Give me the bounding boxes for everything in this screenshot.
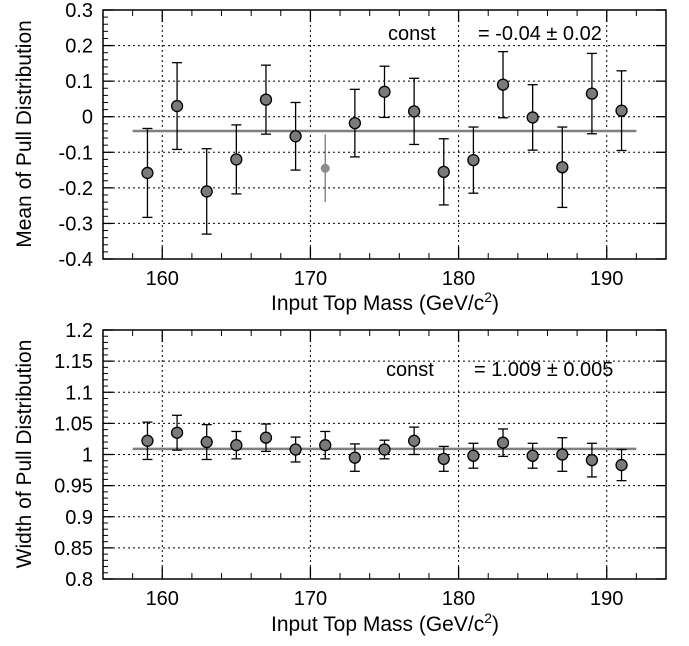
mean-x-axis-title-sup: 2 — [484, 289, 492, 305]
mean-xtick-label: 180 — [442, 268, 475, 290]
width-xtick-label: 160 — [146, 588, 179, 610]
width-data-point — [259, 431, 273, 444]
mean-data-point — [289, 130, 302, 143]
width-x-axis-title: Input Top Mass (GeV/c2) — [271, 610, 499, 636]
width-xtick-label: 180 — [442, 588, 475, 610]
width-x-axis-title-main: Input Top Mass (GeV/c — [271, 613, 484, 636]
mean-data-point — [230, 153, 243, 166]
mean-data-point — [200, 185, 213, 198]
width-data-point — [407, 434, 421, 447]
mean-x-axis-title-end: ) — [492, 292, 499, 315]
width-data-point — [556, 448, 569, 461]
mean-ytick-label: 0.3 — [65, 0, 93, 22]
width-data-point — [585, 453, 599, 467]
mean-data-point-highlight — [320, 163, 330, 173]
mean-ticks: 0.3 0.2 0.1 0 -0.1 -0.2 -0.3 -0.4 160 170 180 190 — [59, 0, 667, 290]
width-ytick-label: 1.15 — [54, 351, 93, 373]
width-fit-label: const — [386, 359, 434, 381]
width-xtick-label: 190 — [590, 588, 623, 610]
width-ytick-label: 1.05 — [54, 413, 93, 435]
mean-data-point — [496, 78, 510, 91]
width-data-point — [319, 439, 332, 452]
mean-fit-label: const — [388, 23, 436, 45]
width-xtick-label: 170 — [294, 588, 327, 610]
mean-data-point — [585, 87, 599, 100]
mean-data-point — [141, 166, 154, 180]
mean-fit-value: = -0.04 ± 0.02 — [478, 23, 602, 45]
width-ytick-label: 0.9 — [65, 507, 93, 529]
width-data-point — [526, 449, 539, 462]
mean-x-axis-title: Input Top Mass (GeV/c2) — [271, 289, 499, 315]
mean-data-point — [467, 153, 480, 167]
width-ytick-label: 0.85 — [54, 538, 93, 560]
mean-data-point — [170, 99, 184, 113]
width-data-point — [615, 458, 628, 472]
mean-ytick-label: -0.2 — [59, 178, 93, 200]
mean-ytick-label: 0.1 — [65, 71, 93, 93]
width-data-point — [230, 439, 243, 452]
width-data-point — [437, 452, 450, 466]
mean-ytick-label: 0.2 — [65, 36, 93, 58]
width-data-point — [378, 443, 391, 456]
width-points — [132, 414, 637, 482]
width-data-point — [467, 449, 480, 462]
width-data-point — [170, 426, 184, 439]
mean-data-point — [378, 85, 391, 98]
mean-data-point — [556, 161, 569, 174]
width-ytick-label: 0.8 — [65, 569, 93, 591]
mean-ytick-label: 0 — [82, 107, 93, 129]
mean-ytick-label: -0.1 — [59, 142, 93, 164]
width-data-point — [200, 435, 213, 449]
panel-mean: 0.3 0.2 0.1 0 -0.1 -0.2 -0.3 -0.4 160 170 180 190 c… — [13, 0, 667, 315]
mean-xtick-label: 160 — [146, 268, 179, 290]
width-ytick-label: 1.2 — [65, 320, 93, 342]
width-fit-value: = 1.009 ± 0.005 — [474, 359, 613, 381]
width-ytick-label: 1 — [82, 445, 93, 467]
mean-data-point — [437, 165, 450, 179]
mean-data-point — [615, 104, 628, 117]
width-data-point — [141, 434, 154, 447]
width-x-axis-title-end: ) — [492, 613, 499, 636]
mean-points — [132, 50, 637, 235]
width-data-point — [348, 451, 362, 464]
mean-ytick-label: -0.3 — [59, 213, 93, 235]
mean-xtick-label: 190 — [590, 268, 623, 290]
width-x-axis-title-sup: 2 — [484, 610, 492, 626]
width-data-point — [289, 443, 302, 456]
width-y-axis-title: Width of Pull Distribution — [13, 340, 36, 569]
width-ytick-label: 0.95 — [54, 476, 93, 498]
mean-ytick-label: -0.4 — [59, 249, 93, 271]
panel-width: 1.2 1.15 1.1 1.05 1 0.95 0.9 0.85 0.8 160 170 180 19… — [13, 320, 667, 636]
mean-data-point — [407, 105, 421, 118]
mean-xtick-label: 170 — [294, 268, 327, 290]
mean-y-axis-title: Mean of Pull Distribution — [13, 20, 36, 248]
mean-plot-frame — [102, 9, 667, 260]
mean-data-point — [259, 93, 273, 106]
width-ticks: 1.2 1.15 1.1 1.05 1 0.95 0.9 0.85 0.8 160 170 180 19… — [54, 320, 667, 610]
mean-data-point — [526, 111, 539, 124]
mean-data-point — [348, 116, 362, 130]
width-data-point — [496, 436, 510, 449]
mean-x-axis-title-main: Input Top Mass (GeV/c — [271, 292, 484, 315]
width-ytick-label: 1.1 — [65, 382, 93, 404]
